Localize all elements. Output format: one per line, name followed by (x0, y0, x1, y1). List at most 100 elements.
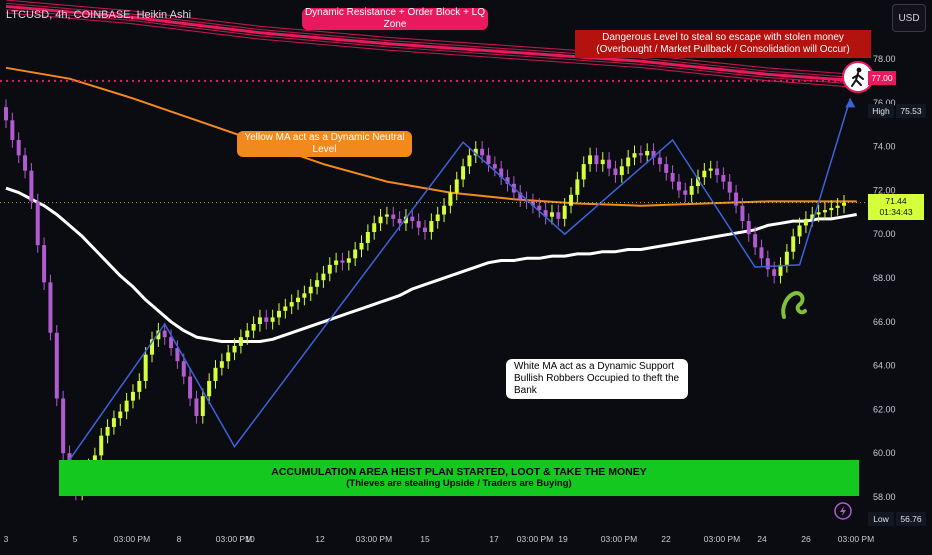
candle-body (569, 194, 574, 206)
candle-body (842, 202, 846, 206)
candle-body (619, 166, 624, 176)
candle-body (226, 352, 231, 362)
candle-body (784, 251, 789, 265)
candle-body (791, 236, 796, 252)
candle-body (29, 170, 34, 202)
candle-body (467, 155, 472, 167)
x-tick-label: 10 (245, 534, 255, 544)
candle-body (99, 435, 104, 456)
y-tick-label: 68.00 (873, 273, 896, 283)
danger-callout-line2: (Overbought / Market Pullback / Consolid… (596, 44, 850, 55)
high-label: High (868, 104, 894, 118)
candle-body (454, 179, 459, 193)
candle-body (391, 214, 396, 219)
current-price-tag: 71.44 01:34:43 (868, 194, 924, 220)
candle-body (213, 367, 218, 381)
candle-body (429, 221, 434, 233)
candle-body (175, 348, 180, 362)
candle-body (194, 398, 199, 416)
candle-body (23, 155, 28, 171)
candle-body (746, 221, 751, 235)
low-label: Low (868, 512, 894, 526)
candle-body (143, 354, 148, 381)
low-value: 56.76 (896, 512, 926, 526)
candle-body (365, 232, 370, 243)
candle-body (238, 337, 243, 346)
candle-body (562, 205, 567, 219)
candle-body (334, 260, 339, 265)
candle-body (772, 269, 777, 276)
x-tick-label: 5 (73, 534, 78, 544)
candle-body (753, 234, 758, 248)
candle-body (473, 148, 478, 156)
candle-body (327, 264, 332, 274)
white-ma-callout-line1: White MA act as a Dynamic Support (514, 361, 675, 372)
candle-body (803, 218, 808, 226)
snake-icon (781, 290, 807, 319)
candle-body (289, 302, 294, 307)
candle-body (708, 168, 713, 171)
thief-icon-body (851, 72, 864, 87)
resistance-band-line (5, 12, 857, 88)
candle-body (169, 337, 174, 349)
candle-body (251, 323, 256, 331)
lightning-icon (834, 502, 852, 520)
x-tick-label: 19 (558, 534, 568, 544)
y-tick-label: 72.00 (873, 185, 896, 195)
candle-body (315, 280, 320, 287)
candle-body (61, 398, 66, 454)
symbol-title: LTCUSD, 4h, COINBASE, Heikin Ashi (6, 9, 192, 21)
candle-body (499, 168, 504, 178)
candle-body (689, 186, 694, 195)
current-price: 71.44 (885, 196, 907, 206)
accumulation-line1: ACCUMULATION AREA HEIST PLAN STARTED, LO… (271, 466, 647, 478)
x-tick-label: 03:00 PM (356, 534, 392, 544)
candle-body (156, 330, 161, 340)
candle-body (702, 170, 707, 178)
candle-body (378, 216, 383, 224)
candle-body (683, 190, 688, 195)
candle-body (638, 153, 643, 156)
candle-body (594, 155, 599, 165)
y-tick-label: 76.00 (873, 98, 896, 108)
candle-body (232, 345, 237, 353)
candle-body (264, 317, 269, 322)
candle-body (130, 391, 135, 401)
x-tick-label: 24 (757, 534, 767, 544)
currency-button[interactable]: USD (892, 4, 926, 32)
y-tick-label: 60.00 (873, 448, 896, 458)
y-tick-label: 66.00 (873, 317, 896, 327)
candle-body (676, 181, 681, 191)
x-tick-label: 03:00 PM (704, 534, 740, 544)
candle-body (797, 225, 802, 237)
candle-body (181, 361, 186, 377)
candle-body (257, 317, 262, 324)
thief-icon-head (856, 67, 862, 73)
zigzag-arrowhead (845, 98, 856, 108)
x-tick-label: 22 (661, 534, 671, 544)
candle-body (207, 380, 212, 397)
candle-body (423, 227, 427, 233)
candle-body (54, 332, 59, 399)
snake-icon-eye (795, 295, 799, 299)
candle-body (543, 210, 548, 217)
candle-body (346, 258, 351, 263)
candle-body (556, 212, 561, 219)
candle-body (188, 376, 193, 399)
candle-body (657, 157, 662, 165)
candle-body (372, 223, 377, 233)
white-ma-line (5, 186, 857, 343)
zigzag-line (68, 98, 852, 461)
candle-body (664, 164, 669, 173)
candle-body (575, 179, 580, 195)
x-tick-label: 03:00 PM (216, 534, 252, 544)
candle-body (651, 150, 656, 158)
candle-body (581, 164, 586, 180)
candle-body (270, 317, 275, 322)
x-tick-label: 3 (4, 534, 9, 544)
yellow-ma-callout: Yellow MA act as a Dynamic Neutral Level (237, 131, 412, 157)
candle-body (778, 264, 783, 276)
candle-body (340, 260, 345, 263)
candle-body (397, 218, 402, 224)
candle-body (721, 175, 726, 182)
